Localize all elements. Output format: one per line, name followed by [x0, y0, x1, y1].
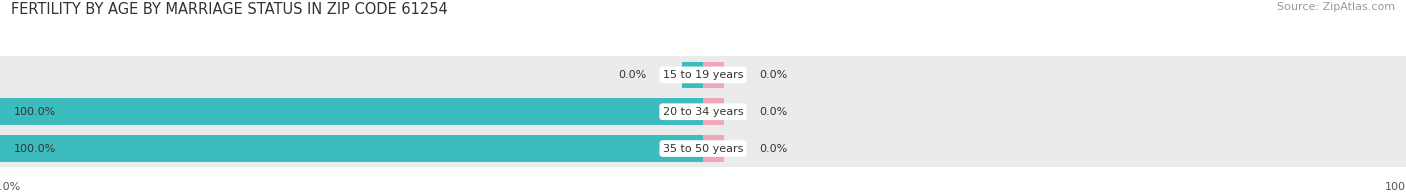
Bar: [0, 135, 703, 162]
Text: 100.0%: 100.0%: [14, 107, 56, 117]
Text: 100.0%: 100.0%: [14, 143, 56, 153]
Text: 0.0%: 0.0%: [759, 70, 787, 80]
Bar: [682, 62, 703, 88]
Text: Source: ZipAtlas.com: Source: ZipAtlas.com: [1277, 2, 1395, 12]
Bar: [703, 62, 724, 88]
Text: 0.0%: 0.0%: [759, 143, 787, 153]
Bar: [0, 98, 703, 125]
Text: FERTILITY BY AGE BY MARRIAGE STATUS IN ZIP CODE 61254: FERTILITY BY AGE BY MARRIAGE STATUS IN Z…: [11, 2, 449, 17]
Text: 15 to 19 years: 15 to 19 years: [662, 70, 744, 80]
Text: 20 to 34 years: 20 to 34 years: [662, 107, 744, 117]
Text: 0.0%: 0.0%: [759, 107, 787, 117]
Text: 0.0%: 0.0%: [619, 70, 647, 80]
Bar: [0, 56, 1406, 93]
Text: 35 to 50 years: 35 to 50 years: [662, 143, 744, 153]
Bar: [703, 135, 724, 162]
Bar: [0, 130, 1406, 167]
Bar: [0, 93, 1406, 130]
Bar: [703, 98, 724, 125]
